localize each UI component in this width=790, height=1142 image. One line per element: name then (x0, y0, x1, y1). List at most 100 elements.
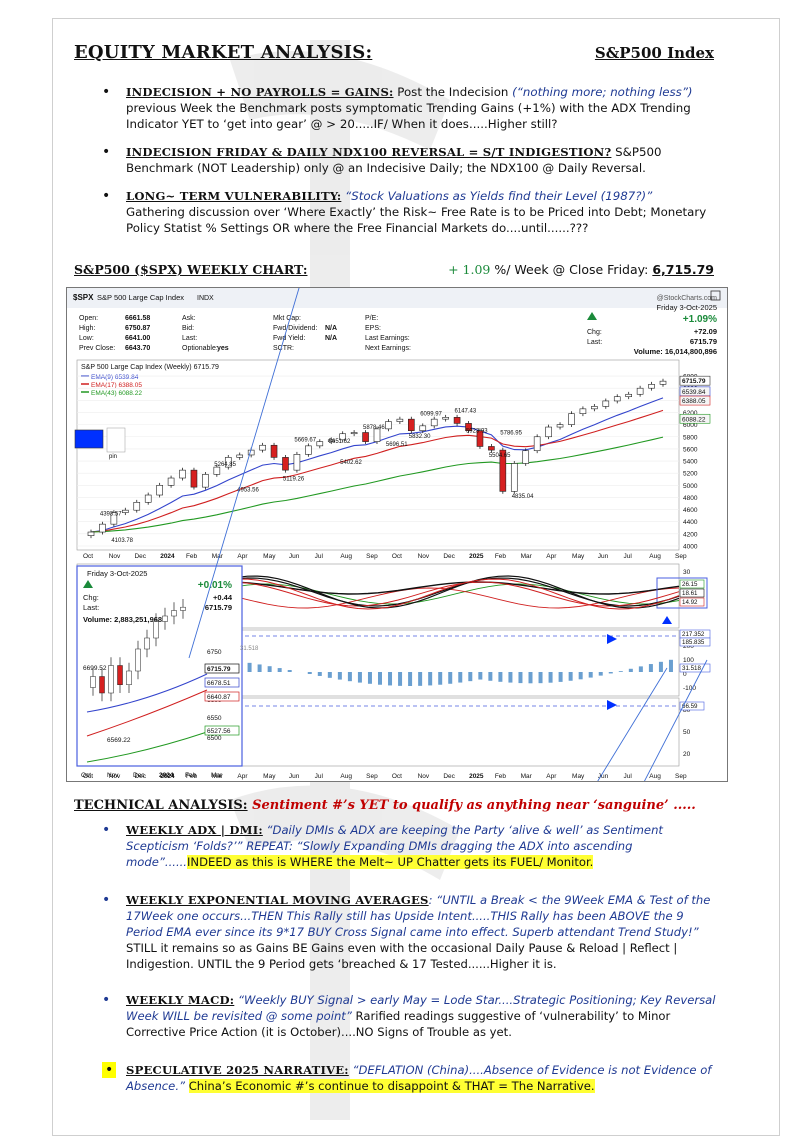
candle-body-9 (190, 469, 198, 488)
price-annotation-4: 5669.67 (294, 438, 316, 444)
price-annotation-1: 4103.78 (111, 538, 133, 544)
x-label-bottom-20: Jun (598, 773, 609, 780)
x-label-bottom-19: May (572, 773, 585, 780)
macd-label-box-1 (679, 637, 711, 647)
candle-body-7 (167, 477, 175, 486)
chart-date: Friday 3-Oct-2025 (657, 303, 717, 312)
macd-hist-bar-19 (267, 666, 272, 672)
candle-body-12 (224, 457, 232, 468)
color-swatch (74, 429, 104, 449)
candle-body-34 (476, 430, 484, 447)
inset-label-3: 6527.56 (207, 728, 231, 735)
candle-body-46 (613, 396, 621, 402)
inset-candle-5 (135, 648, 141, 672)
price-annotation-8: 5878.46 (363, 425, 385, 431)
weekly-chart: $SPX S&P 500 Large Cap Index INDX @StockCha… (66, 277, 728, 1029)
bullet-indecision-friday: INDECISION FRIDAY & DAILY NDX100 REVERSA… (102, 144, 716, 176)
macd-blue-arrow-icon (607, 634, 617, 644)
x-label-top-5: Mar (212, 553, 224, 560)
macd-tick-3: -100 (683, 685, 696, 692)
inset-ema17-line (86, 689, 208, 737)
x-label-top-6: Apr (237, 553, 248, 560)
price-annotation-0: 4393.57 (100, 512, 122, 518)
macd-hist-bar-33 (408, 672, 413, 686)
candle-body-22 (339, 433, 346, 441)
document-header: EQUITY MARKET ANALYSIS: S&P500 Index (74, 42, 714, 68)
ta-weekly-macd: WEEKLY MACD: “Weekly BUY Signal > early … (102, 992, 718, 1040)
macd-hist-bar-52 (598, 672, 603, 676)
candle-body-13 (236, 454, 244, 458)
chart-stat-3-0: Prev Close: (79, 345, 115, 352)
candle-body-30 (430, 418, 438, 427)
right-label-box-2 (679, 395, 711, 406)
inset-ema43-line (86, 731, 208, 763)
rsi-label: 66.59 (682, 703, 698, 710)
chart-stat-2-4: Fwd Yield: (273, 335, 305, 342)
candle-body-41 (556, 424, 564, 428)
chart-heading: S&P500 ($SPX) WEEKLY CHART: + 1.09 %/ We… (74, 262, 714, 280)
x-label-top-12: Oct (392, 553, 402, 560)
candle-body-3 (122, 509, 129, 513)
price-annotation-11: 5832.30 (409, 434, 431, 440)
x-label-top-19: May (572, 553, 585, 560)
macd-hist-bar-31 (388, 672, 393, 686)
chart-stat-0-0: Open: (79, 315, 98, 322)
price-y-tick-13: 4200 (683, 531, 698, 538)
macd-hist-bar-50 (578, 672, 583, 680)
macd-hist-bar-20 (277, 668, 282, 672)
macd-hist-bar-46 (538, 672, 543, 684)
annotation-connector-0 (188, 277, 303, 659)
candle-body-38 (522, 450, 530, 464)
inset-candle-1 (99, 676, 105, 694)
technical-bullets: WEEKLY ADX | DMI: “Daily DMIs & ADX are … (102, 822, 718, 1106)
chart-header-bg (67, 288, 727, 308)
price-y-tick-14: 4000 (683, 544, 698, 551)
inset-label-0: 6715.79 (207, 666, 231, 673)
macd-hist-bar-37 (448, 672, 453, 684)
candle-body-8 (179, 469, 186, 479)
macd-hist-bar-26 (337, 672, 342, 680)
chart-stat-3-4: SCTR: (273, 345, 294, 352)
legend-label-2: EMA(43) 6088.22 (91, 390, 142, 397)
x-label-top-4: Feb (186, 553, 198, 560)
inset-label-box-0 (204, 663, 240, 674)
weekly-chart-svg: $SPX S&P 500 Large Cap Index INDX @StockCha… (67, 277, 727, 1029)
candle-body-1 (99, 523, 106, 533)
candle-body-42 (568, 413, 575, 425)
inset-candle-4 (126, 670, 132, 685)
macd-tick-0: 200 (683, 643, 694, 650)
x-label-top-21: Jul (624, 553, 633, 560)
right-label-2: 6388.05 (682, 398, 706, 405)
adx-label-box-0 (679, 579, 705, 589)
candle-body-49 (648, 384, 655, 389)
x-label-top-7: May (263, 553, 276, 560)
inset-candle-9 (171, 610, 177, 617)
chart-stat-1-0: High: (79, 325, 95, 332)
x-label-bottom-18: Apr (546, 773, 557, 780)
price-y-tick-11: 4600 (683, 507, 698, 514)
macd-hist-bar-24 (317, 672, 322, 676)
candle-body-11 (213, 466, 221, 475)
macd-hist-bar-40 (478, 672, 483, 680)
candle-body-43 (579, 408, 587, 414)
x-label-bottom-21: Jul (624, 773, 633, 780)
macd-hist-bar-38 (458, 672, 463, 683)
inset-x-label-3: 2024 (159, 772, 174, 779)
price-y-tick-10: 4800 (683, 495, 698, 502)
chart-stat-3-2: Optionable: (182, 345, 218, 352)
macd-hist-bar-53 (608, 672, 613, 674)
inset-chg-label: Chg: (83, 593, 99, 602)
chart-chg-label: Chg: (587, 329, 602, 336)
candle-body-14 (247, 449, 255, 456)
x-label-top-1: Nov (109, 553, 121, 560)
adx-blue-arrow-icon (662, 616, 672, 624)
inset-x-label-4: Feb (185, 772, 197, 779)
adx-label-box-2 (679, 597, 705, 607)
chart-stat-3-1: 6643.70 (125, 345, 150, 352)
chart-last-label: Last: (587, 339, 602, 346)
chart-heading-label: S&P500 ($SPX) WEEKLY CHART: (74, 262, 308, 277)
candle-body-29 (419, 425, 427, 431)
candle-body-48 (636, 387, 644, 395)
chart-stat-1-4: Fwd Dividend: (273, 325, 317, 332)
candle-body-5 (144, 494, 152, 503)
